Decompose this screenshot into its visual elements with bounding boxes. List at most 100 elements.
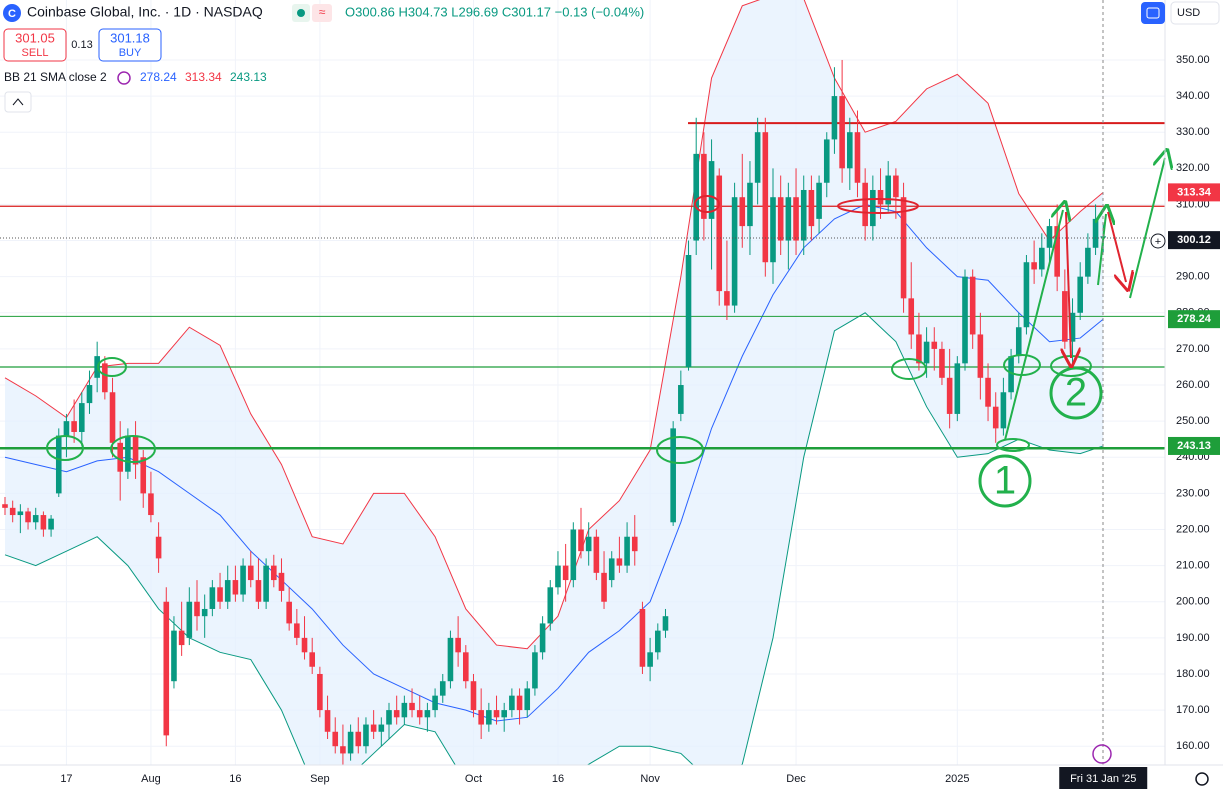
y-tick-label: 290.00 xyxy=(1176,271,1210,283)
candle-body xyxy=(240,565,246,595)
status-icon[interactable] xyxy=(312,4,332,22)
y-tick-label: 180.00 xyxy=(1176,668,1210,680)
candle-body xyxy=(708,161,715,219)
candle-body xyxy=(516,695,523,711)
buy-button[interactable] xyxy=(98,28,162,62)
candle-body xyxy=(178,630,185,646)
price-label: 300.12 xyxy=(1177,234,1211,246)
candle-body xyxy=(370,724,377,732)
buy-price: 301.18 xyxy=(110,30,150,45)
ellipse xyxy=(110,435,156,463)
candle-body xyxy=(785,197,792,241)
y-tick-label: 340.00 xyxy=(1176,90,1210,102)
arrow xyxy=(1098,214,1106,286)
candle-body xyxy=(48,518,54,530)
spread: 0.13 xyxy=(71,39,92,51)
candle-body xyxy=(1085,247,1091,277)
candle-body xyxy=(555,565,561,588)
candle-body xyxy=(724,291,730,306)
x-tick-label: Nov xyxy=(640,773,660,785)
x-tick-label: 16 xyxy=(229,773,241,785)
x-tick-label: Dec xyxy=(786,773,806,785)
candle-body xyxy=(224,580,231,602)
candle-body xyxy=(409,702,415,711)
symbol-title: Coinbase Global, Inc. · 1D · NASDAQ xyxy=(27,4,263,20)
candle-body xyxy=(1092,218,1099,248)
candle-body xyxy=(870,189,876,227)
collapse-button[interactable] xyxy=(4,91,32,113)
candle-body xyxy=(132,435,139,465)
candle-body xyxy=(424,710,431,718)
settings-icon[interactable] xyxy=(1195,772,1209,786)
candle-body xyxy=(593,536,600,573)
candle-body xyxy=(1062,291,1068,342)
candle-body xyxy=(194,601,200,617)
candle-body xyxy=(877,189,884,205)
candle-body xyxy=(309,652,315,667)
candle-body xyxy=(747,182,753,227)
y-tick-label: 220.00 xyxy=(1176,523,1210,535)
candle-body xyxy=(816,182,822,219)
x-tick-label: Oct xyxy=(465,773,482,785)
sell-label: SELL xyxy=(22,47,49,59)
candle-body xyxy=(923,341,930,364)
indicator-icon[interactable] xyxy=(117,71,131,85)
logo xyxy=(3,4,21,22)
legend-value: 278.24 xyxy=(140,70,177,84)
candle-body xyxy=(332,731,339,747)
candle-body xyxy=(969,276,976,335)
x-tick-label: 17 xyxy=(60,773,72,785)
candle-body xyxy=(393,710,400,718)
candle-body xyxy=(1031,262,1037,270)
candle-body xyxy=(355,731,362,747)
ohlc-values: O300.86 H304.73 L296.69 C301.17 −0.13 (−… xyxy=(345,4,644,19)
candle-body xyxy=(562,565,569,581)
candle-body xyxy=(470,681,477,711)
candle-body xyxy=(977,334,984,378)
status-symbol: ≈ xyxy=(319,5,326,19)
status-dot xyxy=(297,9,305,17)
currency: USD xyxy=(1177,7,1200,19)
add-button[interactable] xyxy=(1150,233,1166,249)
band-line xyxy=(4,0,1104,650)
candle-body xyxy=(447,637,454,682)
currency-button[interactable] xyxy=(1170,1,1220,25)
candle-body xyxy=(831,96,838,140)
candle-body xyxy=(286,601,292,624)
candle-body xyxy=(9,507,16,516)
annotation-label: 1 xyxy=(994,459,1016,503)
candle-body xyxy=(278,572,285,591)
candle-body xyxy=(754,132,761,183)
ellipse xyxy=(837,198,919,214)
candle-body xyxy=(1039,247,1045,270)
x-tick-label: Sep xyxy=(310,773,330,785)
y-tick-label: 330.00 xyxy=(1176,126,1210,138)
y-tick-label: 260.00 xyxy=(1176,379,1210,391)
y-tick-label: 250.00 xyxy=(1176,415,1210,427)
candle-body xyxy=(685,255,692,367)
candle-body xyxy=(570,529,577,581)
candle-body xyxy=(847,132,853,169)
x-tick-label: Fri 31 Jan '25 xyxy=(1070,773,1136,785)
candle-body xyxy=(109,392,116,443)
candle-body xyxy=(148,493,154,516)
candle-body xyxy=(800,189,807,241)
plot-area xyxy=(0,0,1165,765)
band-fill xyxy=(5,0,1104,765)
sell-button[interactable] xyxy=(3,28,67,62)
candle-body xyxy=(854,132,861,183)
events-icon[interactable] xyxy=(1092,744,1112,764)
candle-body xyxy=(201,608,208,617)
candle-body xyxy=(209,587,216,609)
candle-body xyxy=(624,536,630,566)
candle-body xyxy=(163,601,170,736)
candle-body xyxy=(862,182,868,227)
toolbar-button[interactable] xyxy=(1141,2,1165,24)
legend-value: 243.13 xyxy=(230,70,267,84)
candle-body xyxy=(1077,276,1083,313)
y-tick-label: 230.00 xyxy=(1176,487,1210,499)
candle-body xyxy=(608,558,615,581)
candle-body xyxy=(946,377,953,414)
candle-body xyxy=(486,710,492,725)
